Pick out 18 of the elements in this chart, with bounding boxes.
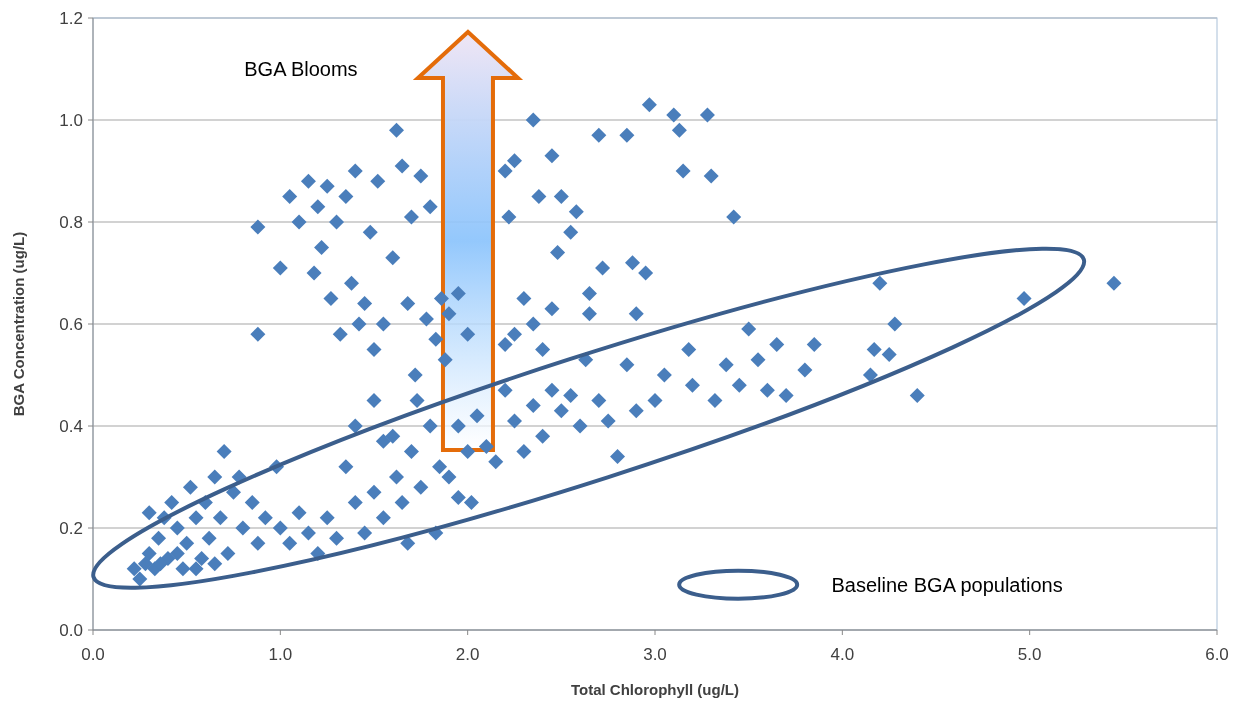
y-tick-label: 1.2 xyxy=(59,8,83,28)
y-tick-label: 0.8 xyxy=(59,212,83,232)
y-tick-label: 0.6 xyxy=(59,314,83,334)
y-axis-title: BGA Concentration (ug/L) xyxy=(10,231,27,417)
x-tick-label: 4.0 xyxy=(830,645,855,664)
x-tick-label: 3.0 xyxy=(643,645,667,664)
x-axis-title: Total Chlorophyll (ug/L) xyxy=(570,681,740,698)
x-tick-label: 5.0 xyxy=(1017,645,1042,664)
y-tick-label: 0.2 xyxy=(59,518,83,538)
y-tick-label: 0.4 xyxy=(59,416,83,436)
annotation: BGA Blooms xyxy=(244,58,358,81)
x-tick-label: 1.0 xyxy=(268,645,293,664)
y-tick-label: 1.0 xyxy=(59,110,83,130)
x-tick-label: 0.0 xyxy=(81,645,105,664)
annotation: Baseline BGA populations xyxy=(831,573,1063,596)
x-tick-label: 6.0 xyxy=(1205,645,1229,664)
y-tick-label: 0.0 xyxy=(59,620,83,640)
x-tick-label: 2.0 xyxy=(455,645,480,664)
